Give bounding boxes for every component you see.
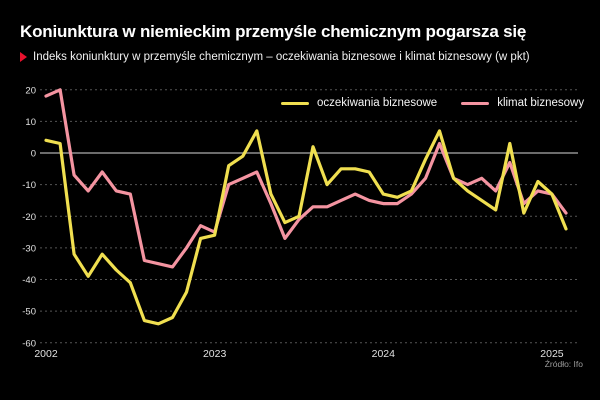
series-line-klimat-biznesowy — [44, 88, 568, 269]
y-tick-labels: 20 10 0 -10 -20 -30 -40 -50 -60 — [22, 85, 36, 349]
svg-text:-10: -10 — [22, 180, 36, 191]
svg-text:-40: -40 — [22, 275, 36, 286]
svg-text:20: 20 — [25, 85, 36, 96]
svg-text:2024: 2024 — [372, 348, 396, 360]
source-note: Źródło: Ifo — [544, 359, 583, 369]
svg-text:0: 0 — [31, 149, 36, 160]
x-tick-labels: 2002 2023 2024 2025 — [34, 348, 563, 360]
svg-text:-60: -60 — [22, 338, 36, 349]
svg-text:2025: 2025 — [540, 348, 564, 360]
svg-text:-50: -50 — [22, 307, 36, 318]
svg-text:2023: 2023 — [203, 348, 227, 360]
chart-legend: oczekiwania biznesowe klimat biznesowy — [281, 97, 584, 109]
legend-label-climate: klimat biznesowy — [497, 97, 585, 109]
climate-line-swatch-icon — [461, 101, 490, 105]
expectations-line-swatch-icon — [281, 101, 309, 105]
svg-text:10: 10 — [25, 117, 36, 128]
series-line-oczekiwania-biznesowe — [44, 129, 568, 326]
legend-label-expectations: oczekiwania biznesowe — [317, 97, 438, 109]
y-gridlines — [40, 89, 578, 344]
red-triangle-bullet-icon — [20, 52, 27, 62]
chart-title: Koniunktura w niemieckim przemyśle chemi… — [20, 22, 527, 41]
svg-text:-20: -20 — [22, 212, 36, 223]
svg-text:2002: 2002 — [34, 348, 58, 360]
chart-subtitle: Indeks koniunktury w przemyśle chemiczny… — [33, 51, 530, 63]
svg-text:-30: -30 — [22, 243, 36, 254]
chart-subtitle-row: Indeks koniunktury w przemyśle chemiczny… — [20, 51, 592, 63]
legend-item-climate: klimat biznesowy — [461, 97, 584, 109]
legend-item-expectations: oczekiwania biznesowe — [281, 97, 437, 109]
